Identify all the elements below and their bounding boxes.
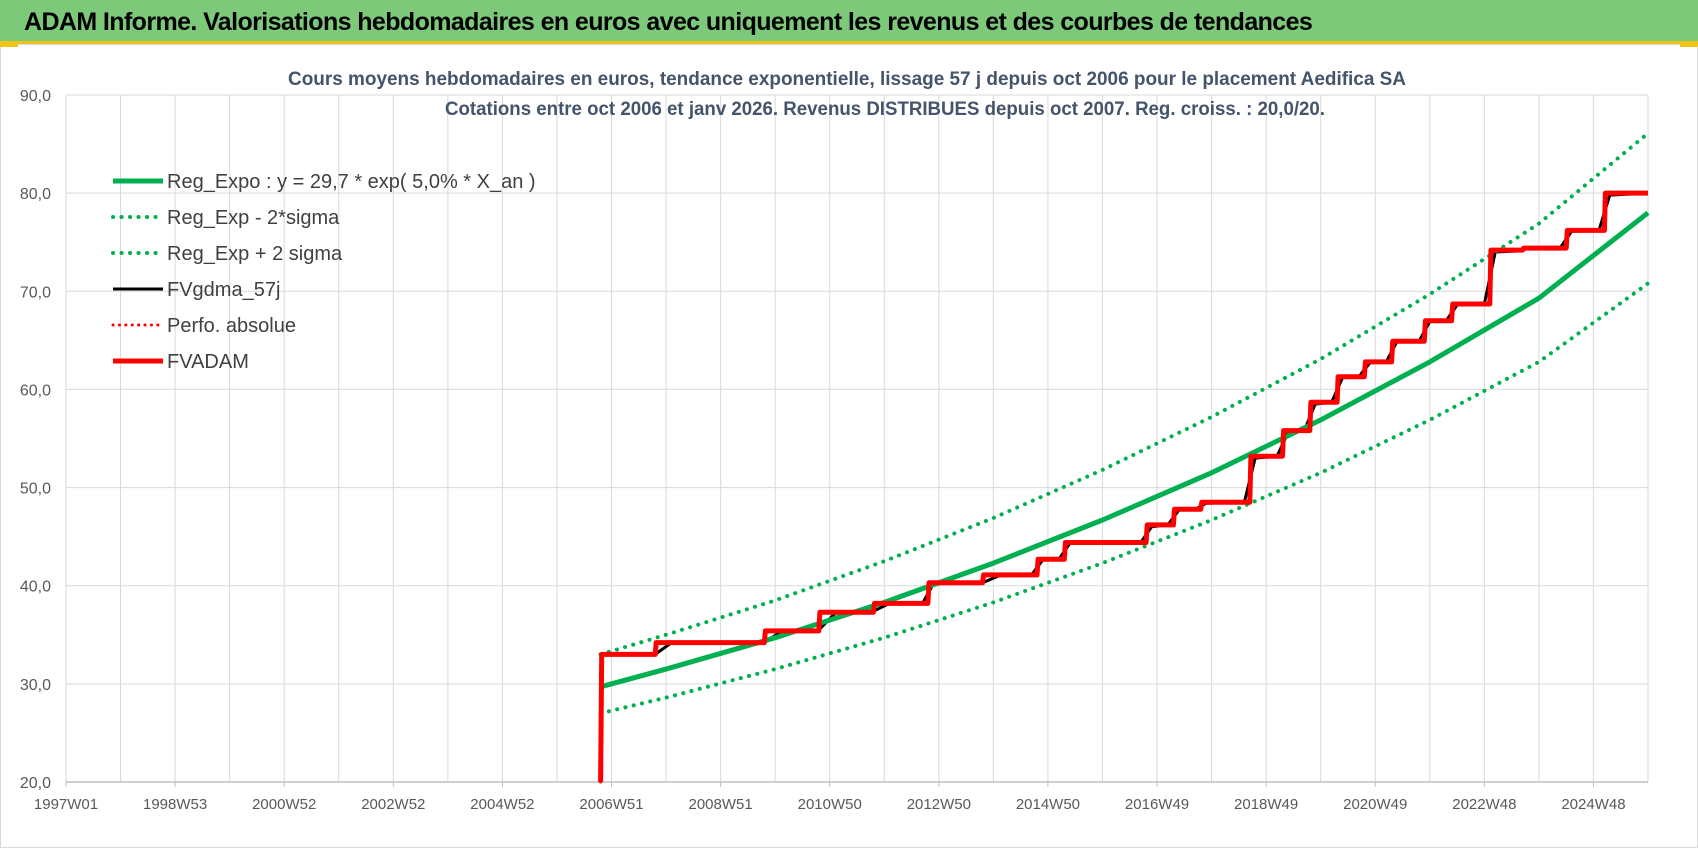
- line-chart: 20,0 30,0 40,0 50,0 60,0 70,0 80,0 90,0 1997W01 1…: [20, 69, 1650, 813]
- y-tick-label: 20,0: [20, 775, 51, 792]
- x-tick-label: 2018W49: [1234, 796, 1298, 813]
- series-line-reg-exp-2-sigma: [598, 281, 1650, 716]
- x-tick-label: 2000W52: [252, 796, 316, 813]
- series-line-reg-exp-2-sigma: [598, 131, 1650, 657]
- x-tick-label: 2010W50: [798, 796, 862, 813]
- x-tick-label: 2002W52: [361, 796, 425, 813]
- x-tick-label: 1997W01: [34, 796, 98, 813]
- legend-label: Reg_Expo : y = 29,7 * exp( 5,0% * X_an ): [167, 171, 536, 193]
- legend: Reg_Expo : y = 29,7 * exp( 5,0% * X_an )…: [111, 171, 536, 373]
- report-title: ADAM Informe. Valorisations hebdomadaire…: [24, 8, 1313, 36]
- chart-area: 20,0 30,0 40,0 50,0 60,0 70,0 80,0 90,0 1997W01 1…: [0, 44, 1698, 848]
- corner-marker-right: [1680, 41, 1698, 47]
- chart-title-line1: Cours moyens hebdomadaires en euros, ten…: [288, 69, 1406, 90]
- y-tick-label: 50,0: [20, 481, 51, 498]
- report-banner: ADAM Informe. Valorisations hebdomadaire…: [0, 0, 1698, 44]
- chart-title-line2: Cotations entre oct 2006 et janv 2026. R…: [445, 99, 1325, 120]
- series-line-fvadam: [598, 190, 1648, 783]
- x-tick-label: 2014W50: [1016, 796, 1080, 813]
- legend-label: Reg_Exp + 2 sigma: [167, 243, 343, 265]
- legend-label: FVgdma_57j: [167, 279, 280, 301]
- legend-label: Reg_Exp - 2*sigma: [167, 207, 340, 229]
- x-tick-label: 2016W49: [1125, 796, 1189, 813]
- y-tick-label: 30,0: [20, 677, 51, 694]
- corner-marker-left: [0, 41, 18, 47]
- x-tick-label: 2012W50: [907, 796, 971, 813]
- y-tick-label: 80,0: [20, 186, 51, 203]
- x-tick-label: 2008W51: [689, 796, 753, 813]
- x-tick-label: 2020W49: [1343, 796, 1407, 813]
- series-line-reg-expo-y-29-7-exp-5-0-x-an: [599, 210, 1650, 690]
- legend-label: Perfo. absolue: [167, 315, 296, 337]
- x-tick-label: 2024W48: [1561, 796, 1625, 813]
- y-tick-label: 40,0: [20, 579, 51, 596]
- y-tick-label: 70,0: [20, 284, 51, 301]
- series-lines: [598, 131, 1650, 784]
- x-tick-label: 2006W51: [579, 796, 643, 813]
- grid-lines: [65, 94, 1649, 783]
- x-tick-label: 1998W53: [143, 796, 207, 813]
- y-tick-label: 90,0: [20, 88, 51, 105]
- axes: 20,0 30,0 40,0 50,0 60,0 70,0 80,0 90,0 1997W01 1…: [20, 88, 1648, 813]
- y-tick-label: 60,0: [20, 382, 51, 399]
- legend-label: FVADAM: [167, 351, 249, 373]
- x-tick-label: 2004W52: [470, 796, 534, 813]
- x-tick-label: 2022W48: [1452, 796, 1516, 813]
